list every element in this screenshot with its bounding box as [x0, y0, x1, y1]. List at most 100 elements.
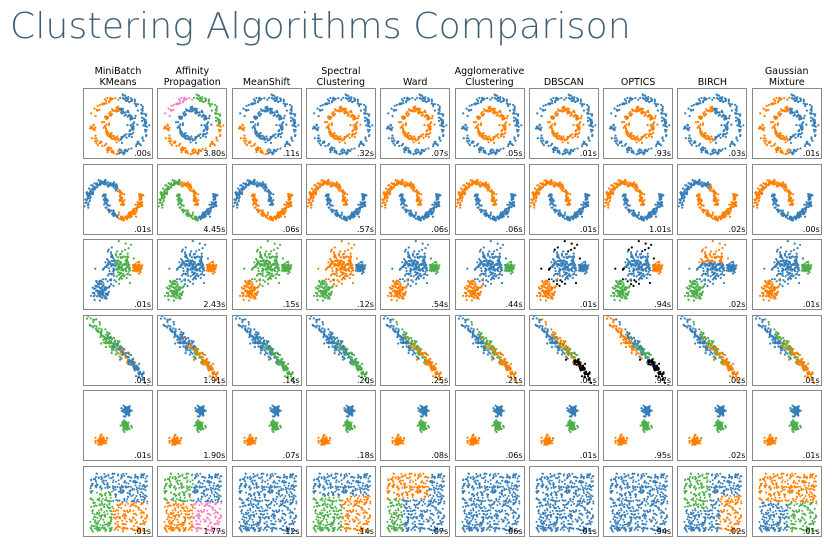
scatter-point	[136, 103, 140, 106]
scatter-point	[342, 215, 346, 218]
scatter-point	[813, 134, 816, 138]
scatter-point	[774, 117, 777, 120]
scatter-point	[181, 132, 184, 135]
scatter-point	[637, 137, 640, 140]
subplot-noisy_moons-3: .57s	[305, 163, 376, 235]
scatter-point	[186, 134, 190, 137]
scatter-point	[290, 124, 293, 127]
scatter-point	[730, 140, 734, 143]
scatter-point	[130, 99, 134, 102]
scatter-point	[309, 201, 313, 204]
scatter-point	[245, 178, 249, 182]
scatter-point	[429, 127, 432, 130]
scatter-point	[782, 97, 786, 100]
scatter-point	[574, 129, 577, 133]
scatter-point	[816, 124, 820, 127]
scatter-point	[389, 190, 392, 194]
scatter-point	[568, 111, 571, 114]
scatter-point	[335, 208, 338, 212]
scatter-point	[499, 211, 502, 214]
scatter-point	[475, 125, 479, 128]
scatter-point	[127, 96, 130, 99]
scatter-point	[508, 103, 511, 106]
scatter-point	[114, 138, 117, 141]
scatter-point	[117, 98, 120, 101]
scatter-point	[801, 125, 804, 128]
scatter-point	[132, 127, 135, 130]
scatter-point	[127, 211, 130, 214]
scatter-point	[359, 142, 362, 145]
scatter-point	[638, 148, 641, 151]
scatter-point	[484, 208, 487, 212]
scatter-point	[718, 111, 721, 114]
scatter-point	[94, 126, 97, 129]
scatter-point	[350, 111, 353, 114]
scatter-point	[336, 212, 339, 215]
scatter-point	[537, 188, 541, 192]
scatter-point	[116, 110, 119, 113]
scatter-point	[413, 186, 416, 189]
scatter-point	[481, 181, 484, 184]
scatter-point	[769, 144, 773, 148]
scatter-point	[665, 129, 668, 132]
scatter-point	[244, 109, 247, 112]
scatter-point	[539, 137, 542, 140]
scatter-point	[590, 114, 593, 117]
scatter-point	[256, 112, 259, 115]
scatter-point	[802, 117, 805, 120]
scatter-point	[639, 96, 642, 99]
scatter-point	[216, 139, 219, 142]
runtime-label: .11s	[282, 149, 300, 158]
scatter-point	[628, 122, 631, 125]
scatter-point	[703, 97, 706, 100]
scatter-point	[166, 190, 169, 194]
scatter-point	[496, 215, 499, 218]
scatter-point	[350, 148, 353, 151]
scatter-point	[253, 102, 257, 105]
scatter-point	[648, 113, 651, 116]
scatter-point	[734, 103, 737, 106]
scatter-point	[183, 110, 186, 114]
scatter-point	[288, 144, 291, 147]
scatter-point	[713, 96, 716, 99]
scatter-point	[616, 109, 619, 112]
column-header: DBSCAN	[543, 77, 584, 88]
scatter-point	[345, 202, 348, 205]
scatter-point	[463, 123, 467, 126]
scatter-point	[776, 123, 779, 127]
scatter-point	[813, 114, 816, 117]
scatter-point	[309, 196, 312, 199]
scatter-point	[205, 99, 208, 102]
scatter-point	[182, 204, 186, 207]
scatter-point	[582, 140, 585, 143]
scatter-point	[189, 185, 192, 188]
scatter-point	[652, 125, 655, 128]
scatter-point	[402, 127, 405, 130]
scatter-point	[132, 125, 135, 128]
scatter-point	[783, 138, 786, 141]
scatter-point	[701, 132, 704, 135]
scatter-point	[721, 111, 724, 114]
scatter-point	[400, 197, 403, 200]
scatter-point	[182, 122, 185, 125]
scatter-point	[273, 133, 277, 136]
scatter-point	[406, 181, 409, 184]
scatter-point	[579, 102, 582, 105]
scatter-point	[250, 194, 253, 197]
scatter-point	[781, 109, 784, 112]
scatter-point	[126, 124, 129, 127]
scatter-point	[693, 103, 696, 107]
scatter-point	[323, 180, 326, 183]
scatter-point	[92, 187, 95, 190]
scatter-point	[621, 144, 624, 148]
scatter-point	[129, 124, 132, 127]
scatter-point	[690, 104, 694, 107]
scatter-point	[310, 186, 313, 190]
scatter-point	[243, 137, 247, 140]
scatter-point	[195, 136, 198, 139]
scatter-point	[413, 135, 416, 138]
scatter-point	[566, 141, 569, 144]
runtime-label: 4.45s	[203, 224, 226, 234]
scatter-point	[708, 136, 711, 139]
scatter-point	[519, 124, 522, 127]
